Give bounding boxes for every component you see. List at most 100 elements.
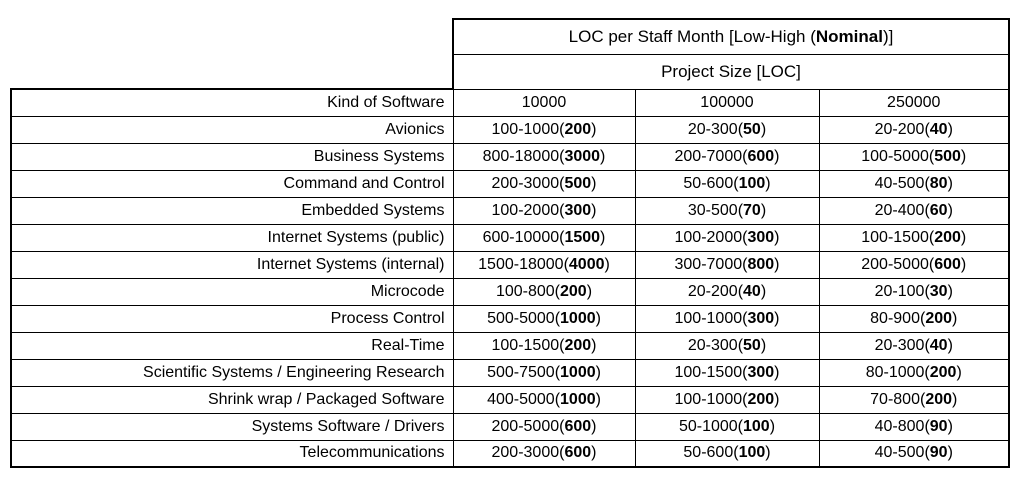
loc-nominal: 40 [929,336,948,354]
loc-range: 100-1000 [674,390,743,408]
loc-range-cell: 100-800(200) [452,277,636,306]
kind-of-software-cell: Real-Time [10,331,454,360]
loc-range: 100-1000 [491,120,560,138]
table-title-suffix: )] [882,26,894,46]
column-header-row: Kind of Software 10000 100000 250000 [10,88,1010,117]
loc-nominal: 1000 [560,363,596,381]
kind-of-software-cell: Business Systems [10,142,454,171]
loc-range: 600-10000 [482,228,560,246]
loc-nominal: 90 [929,444,948,462]
loc-range-cell: 20-300(40) [818,331,1010,360]
loc-nominal: 1000 [560,309,596,327]
loc-nominal: 800 [747,255,775,273]
loc-range-cell: 100-1500(300) [634,358,820,387]
loc-range: 100-1500 [491,336,560,354]
loc-range: 200-3000 [491,444,560,462]
loc-range-cell: 200-3000(600) [452,439,636,468]
kind-of-software-cell: Process Control [10,304,454,333]
loc-range-cell: 100-1500(200) [818,223,1010,252]
table-row: Business Systems 800-18000(3000) 200-700… [10,142,1010,171]
kind-of-software-cell: Internet Systems (public) [10,223,454,252]
table-row: Process Control 500-5000(1000) 100-1000(… [10,304,1010,333]
loc-nominal: 60 [929,201,948,219]
loc-range: 800-18000 [482,147,560,165]
loc-range: 30-500 [687,201,738,219]
table-row: Internet Systems (public) 600-10000(1500… [10,223,1010,252]
loc-range: 20-300 [687,120,738,138]
loc-range-cell: 500-5000(1000) [452,304,636,333]
loc-range-cell: 1500-18000(4000) [452,250,636,279]
loc-nominal: 200 [925,309,953,327]
loc-range: 50-1000 [678,417,738,435]
loc-range: 200-5000 [861,255,929,273]
table-row: Telecommunications 200-3000(600) 50-600(… [10,439,1010,468]
loc-nominal: 40 [743,282,761,300]
loc-nominal: 300 [564,201,592,219]
loc-range: 50-600 [683,444,734,462]
loc-range-cell: 300-7000(800) [634,250,820,279]
top-left-spacer [11,19,453,54]
loc-range-cell: 600-10000(1500) [452,223,636,252]
loc-range-cell: 100-1000(300) [634,304,820,333]
table-row: Scientific Systems / Engineering Researc… [10,358,1010,387]
subtitle-row: Project Size [LOC] [11,53,1010,90]
loc-range-cell: 50-600(100) [634,169,820,198]
loc-range-cell: 200-3000(500) [452,169,636,198]
loc-range: 80-900 [870,309,920,327]
loc-range: 300-7000 [674,255,743,273]
loc-range: 20-300 [687,336,738,354]
table-title: LOC per Staff Month [Low-High (Nominal)] [452,18,1010,55]
project-size-header: Project Size [LOC] [452,53,1010,90]
loc-range: 50-600 [683,174,734,192]
loc-range: 100-2000 [491,201,560,219]
loc-range: 1500-18000 [478,255,564,273]
kind-of-software-cell: Telecommunications [10,439,454,468]
loc-nominal: 70 [743,201,761,219]
loc-range-cell: 200-7000(600) [634,142,820,171]
loc-nominal: 600 [564,417,592,435]
loc-nominal: 3000 [564,147,601,165]
loc-range-cell: 70-800(200) [818,385,1010,414]
loc-range: 100-1500 [861,228,929,246]
size-header-250000: 250000 [818,88,1010,117]
loc-range-cell: 20-200(40) [818,115,1010,144]
loc-range-cell: 800-18000(3000) [452,142,636,171]
loc-nominal: 300 [747,228,775,246]
loc-nominal: 200 [934,228,961,246]
loc-range: 100-1500 [674,363,743,381]
kind-of-software-cell: Shrink wrap / Packaged Software [10,385,454,414]
loc-nominal: 100 [738,444,766,462]
loc-range-cell: 80-900(200) [818,304,1010,333]
loc-nominal: 500 [564,174,592,192]
loc-range: 20-200 [874,120,925,138]
loc-nominal: 100 [743,417,770,435]
loc-range-cell: 100-5000(500) [818,142,1010,171]
loc-range-cell: 40-500(80) [818,169,1010,198]
kind-of-software-cell: Systems Software / Drivers [10,412,454,441]
table-row: Command and Control 200-3000(500) 50-600… [10,169,1010,198]
loc-nominal: 600 [564,444,592,462]
loc-range-cell: 500-7500(1000) [452,358,636,387]
loc-range: 400-5000 [487,390,555,408]
kind-of-software-cell: Avionics [10,115,454,144]
loc-range: 200-5000 [491,417,560,435]
loc-range-cell: 400-5000(1000) [452,385,636,414]
loc-range: 20-300 [874,336,925,354]
loc-range-cell: 20-300(50) [634,115,820,144]
loc-range: 100-1000 [674,309,743,327]
loc-range: 500-5000 [487,309,555,327]
loc-range: 200-3000 [491,174,560,192]
loc-nominal: 1000 [560,390,596,408]
loc-nominal: 80 [929,174,948,192]
loc-productivity-table-wrap: LOC per Staff Month [Low-High (Nominal)]… [10,18,1010,468]
table-title-prefix: LOC per Staff Month [Low-High ( [568,26,816,46]
size-header-10000: 10000 [452,88,636,117]
table-row: Embedded Systems 100-2000(300) 30-500(70… [10,196,1010,225]
loc-range-cell: 100-2000(300) [452,196,636,225]
loc-nominal: 200 [747,390,775,408]
loc-range: 100-800 [495,282,555,300]
loc-range-cell: 50-600(100) [634,439,820,468]
loc-range-cell: 100-1500(200) [452,331,636,360]
top-left-spacer [11,54,453,89]
kind-of-software-header: Kind of Software [10,88,454,117]
